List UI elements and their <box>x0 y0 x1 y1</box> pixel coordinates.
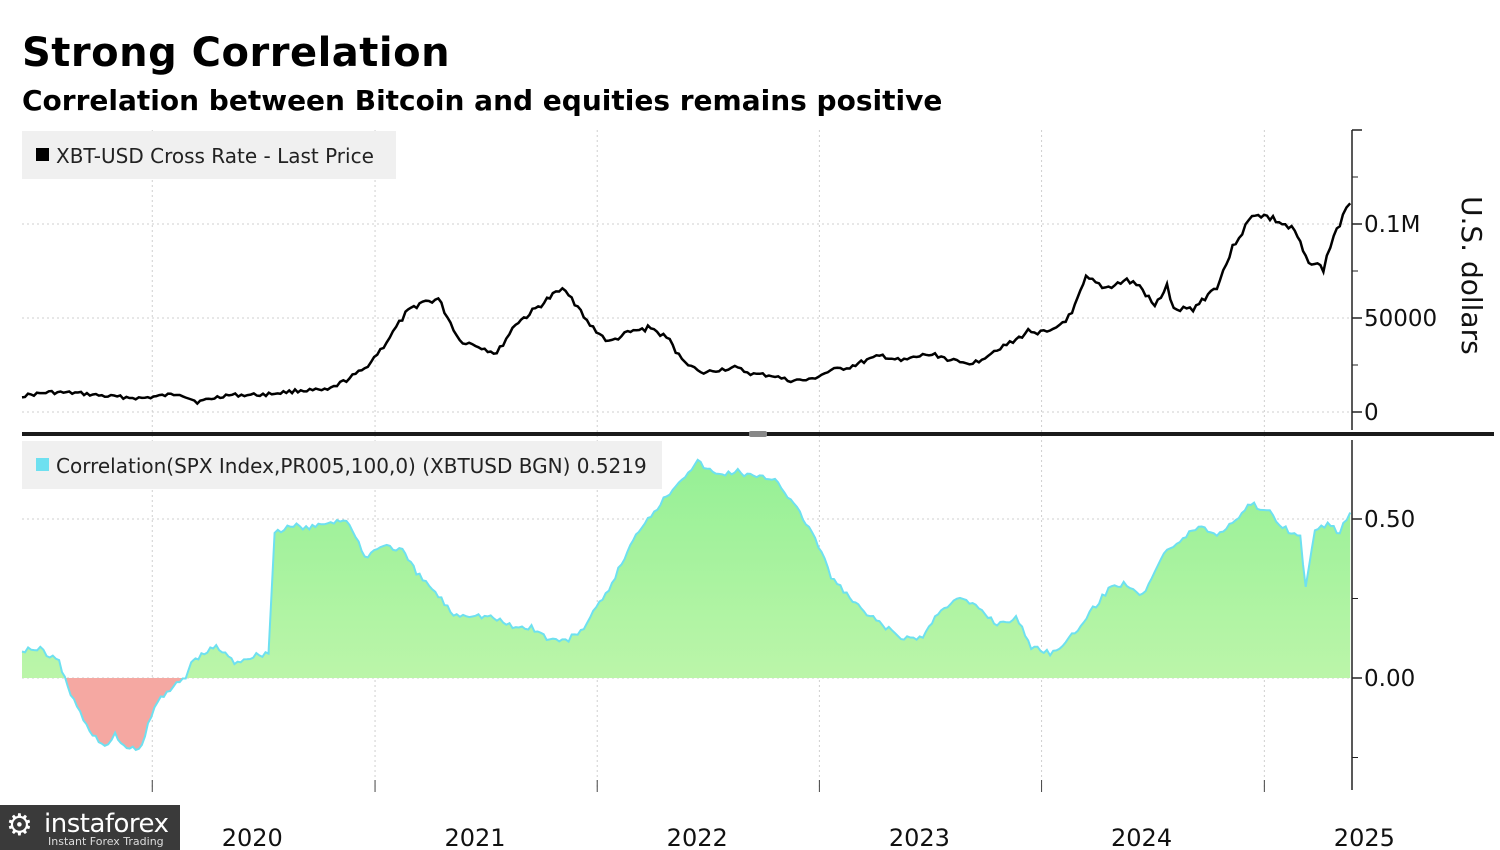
y-axes: 0 50000 0.1M 0.00 0.50 <box>1351 129 1437 790</box>
x-tick-label: 2022 <box>667 824 728 850</box>
price-series-line <box>21 202 1352 406</box>
watermark-logo: ⚙ instaforex Instant Forex Trading <box>0 805 180 850</box>
x-tick-label: 2024 <box>1111 824 1172 850</box>
correlation-legend: Correlation(SPX Index,PR005,100,0) (XBTU… <box>22 441 662 489</box>
price-axis-unit-label: U.S. dollars <box>1455 196 1488 355</box>
chart-title: Strong Correlation <box>22 30 451 76</box>
correlation-area <box>21 458 1352 752</box>
watermark-brand: instaforex <box>44 809 169 839</box>
price-legend: XBT-USD Cross Rate - Last Price <box>22 131 396 179</box>
correlation-legend-swatch <box>36 458 49 471</box>
corr-y-tick-label: 0.50 <box>1364 507 1415 533</box>
chart-subtitle: Correlation between Bitcoin and equities… <box>22 84 943 117</box>
grid-lines <box>22 130 1352 790</box>
corr-y-tick-label: 0.00 <box>1364 666 1415 692</box>
x-tick-label: 2025 <box>1334 824 1395 850</box>
x-axis-ticks: 2020 2021 2022 2023 2024 2025 <box>151 780 1395 850</box>
correlation-negative-fill <box>22 678 1351 750</box>
correlation-series-line <box>21 458 1352 752</box>
watermark-tagline: Instant Forex Trading <box>48 835 164 848</box>
x-tick-label: 2023 <box>889 824 950 850</box>
gear-icon: ⚙ <box>6 808 33 843</box>
x-tick-label: 2021 <box>445 824 506 850</box>
correlation-positive-fill <box>22 459 1351 678</box>
x-tick-label: 2020 <box>222 824 283 850</box>
price-y-tick-label: 0.1M <box>1364 212 1420 238</box>
correlation-legend-label: Correlation(SPX Index,PR005,100,0) (XBTU… <box>56 454 647 478</box>
panel-resize-handle[interactable] <box>749 431 767 437</box>
price-legend-swatch <box>36 148 49 161</box>
price-y-tick-label: 50000 <box>1364 306 1437 332</box>
price-y-tick-label: 0 <box>1364 400 1379 426</box>
price-legend-label: XBT-USD Cross Rate - Last Price <box>56 144 374 168</box>
